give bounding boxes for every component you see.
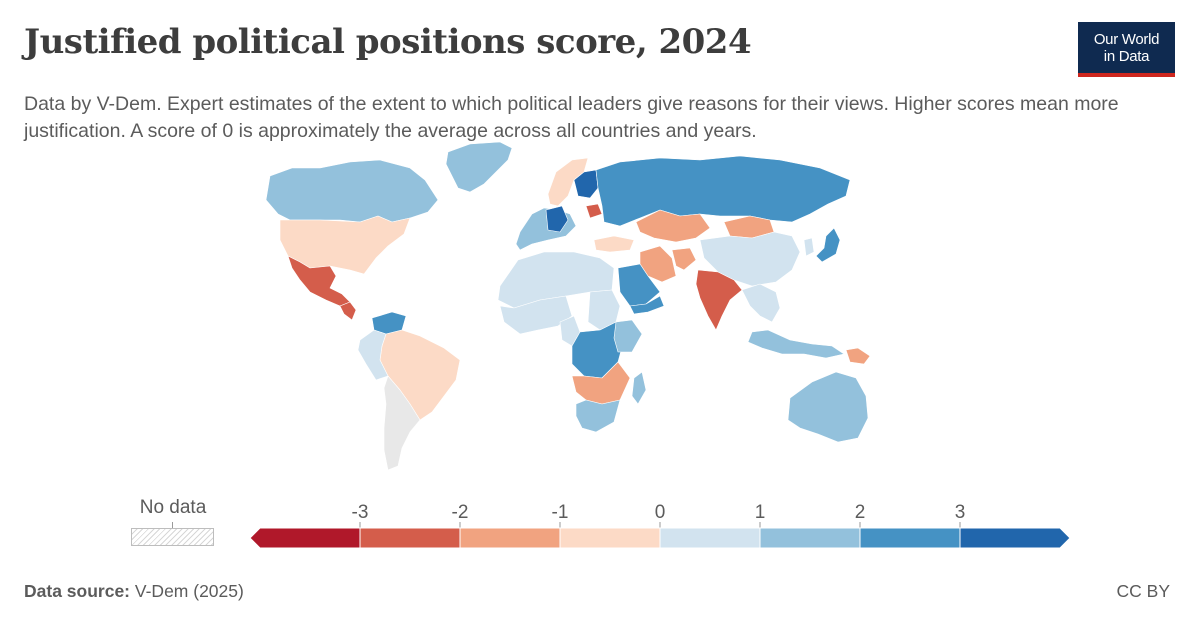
legend-bin[interactable] (359, 527, 461, 549)
map-region-japan[interactable] (815, 227, 841, 263)
chart-title: Justified political positions score, 202… (24, 22, 752, 62)
map-region-afghanistan[interactable] (671, 247, 697, 271)
map-region-peru[interactable] (357, 329, 389, 381)
no-data-label: No data (139, 497, 207, 518)
map-region-nicaragua[interactable] (339, 301, 357, 321)
map-region-india[interactable] (695, 269, 743, 331)
legend-tick-label: 0 (655, 502, 666, 523)
legend-tick-label: 1 (755, 502, 766, 523)
map-region-belarus[interactable] (585, 203, 603, 219)
map-region-canada[interactable] (265, 159, 439, 223)
legend-tick-label: -1 (552, 502, 569, 523)
data-source: Data source: V-Dem (2025) (24, 581, 244, 602)
legend-tick-label: 2 (855, 502, 866, 523)
no-data-swatch[interactable] (131, 528, 214, 546)
map-region-russia[interactable] (595, 155, 851, 227)
world-map (265, 141, 870, 471)
owid-logo[interactable]: Our World in Data (1078, 22, 1175, 77)
legend-bin[interactable] (459, 527, 561, 549)
map-region-mexico[interactable] (287, 255, 351, 307)
map-region-south-africa[interactable] (575, 399, 621, 433)
map-region-southeast-asia[interactable] (741, 283, 781, 323)
data-source-value[interactable]: V-Dem (2025) (134, 581, 244, 601)
map-region-argentina[interactable] (383, 375, 421, 471)
logo-line-2: in Data (1103, 47, 1150, 65)
legend-tick-labels: -3 -2 -1 0 1 2 3 (352, 502, 966, 528)
map-region-indonesia[interactable] (747, 329, 845, 359)
map-region-saudi-arabia[interactable] (617, 263, 661, 307)
data-source-label: Data source: (24, 581, 131, 601)
map-region-greenland[interactable] (445, 141, 513, 193)
color-legend: -3 -2 -1 0 1 2 3 (249, 502, 1071, 549)
map-region-papua-new-guinea[interactable] (845, 347, 870, 365)
map-region-madagascar[interactable] (631, 371, 647, 405)
map-region-southern-africa[interactable] (571, 361, 631, 405)
legend-bins (249, 527, 1071, 549)
map-region-western-europe[interactable] (515, 207, 577, 251)
legend-bin[interactable] (959, 527, 1071, 549)
legend-tick-label: 3 (955, 502, 966, 523)
legend-tick-label: -2 (452, 502, 469, 523)
legend-bin[interactable] (559, 527, 661, 549)
chart-subtitle: Data by V-Dem. Expert estimates of the e… (24, 93, 1119, 142)
map-region-australia[interactable] (787, 371, 869, 443)
legend-bin[interactable] (759, 527, 861, 549)
map-region-yemen[interactable] (629, 295, 665, 315)
map-region-korea[interactable] (803, 237, 815, 257)
legend-tick-label: -3 (352, 502, 369, 523)
logo-line-1: Our World (1093, 30, 1160, 48)
legend-bin[interactable] (659, 527, 761, 549)
legend-bin[interactable] (859, 527, 961, 549)
map-region-kenya[interactable] (613, 319, 643, 353)
map-region-germany[interactable] (545, 205, 569, 233)
legend-bin[interactable] (249, 527, 361, 549)
map-region-turkey[interactable] (593, 235, 635, 253)
license-label[interactable]: CC BY (1116, 581, 1170, 601)
map-region-kazakhstan[interactable] (635, 209, 711, 243)
no-data-tick (172, 522, 173, 528)
